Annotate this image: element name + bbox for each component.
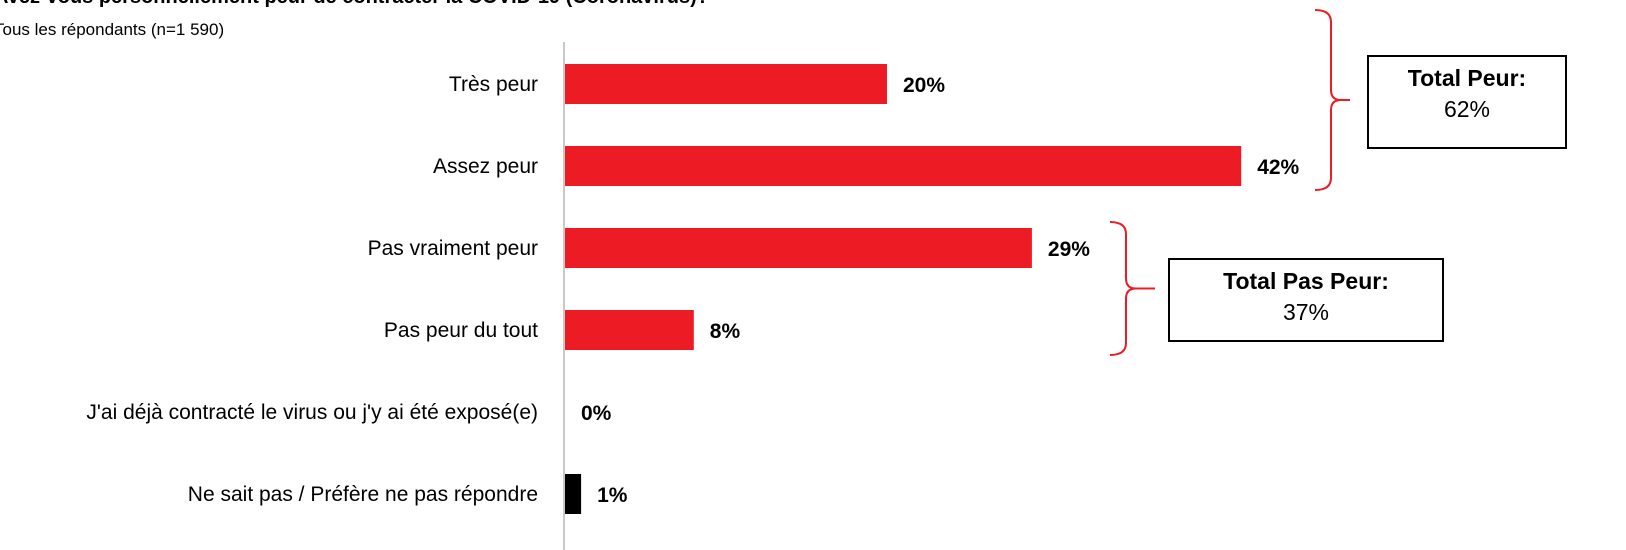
category-label-3: Pas peur du tout <box>384 319 538 342</box>
group-bracket-1 <box>1109 221 1155 356</box>
category-label-2: Pas vraiment peur <box>368 237 538 260</box>
bar-5 <box>565 474 582 514</box>
total-pas-peur-label: Total Pas Peur: <box>1223 268 1389 294</box>
value-label-1: 42% <box>1257 156 1299 179</box>
chart-title: Avez-vous personnellement peur de contra… <box>0 0 709 9</box>
category-label-0: Très peur <box>449 73 538 96</box>
category-label-1: Assez peur <box>433 155 538 178</box>
total-peur-value: 62% <box>1443 96 1491 122</box>
group-bracket-0 <box>1314 9 1350 191</box>
bar-1 <box>565 146 1242 186</box>
total-peur-box: Total Peur: 62% <box>1367 55 1567 149</box>
value-label-4: 0% <box>581 402 612 425</box>
chart-subtitle: Tous les répondants (n=1 590) <box>0 20 225 39</box>
value-label-5: 1% <box>597 484 628 507</box>
value-label-0: 20% <box>903 74 945 97</box>
bar-3 <box>565 310 694 350</box>
bar-2 <box>565 228 1032 268</box>
category-label-5: Ne sait pas / Préfère ne pas répondre <box>188 483 538 506</box>
total-peur-label: Total Peur: <box>1407 65 1527 91</box>
value-label-2: 29% <box>1048 238 1090 261</box>
total-pas-peur-value: 37% <box>1282 299 1330 325</box>
bar-0 <box>565 64 887 104</box>
total-pas-peur-box: Total Pas Peur: 37% <box>1168 258 1444 342</box>
value-label-3: 8% <box>710 320 741 343</box>
category-label-4: J'ai déjà contracté le virus ou j'y ai é… <box>86 401 538 424</box>
